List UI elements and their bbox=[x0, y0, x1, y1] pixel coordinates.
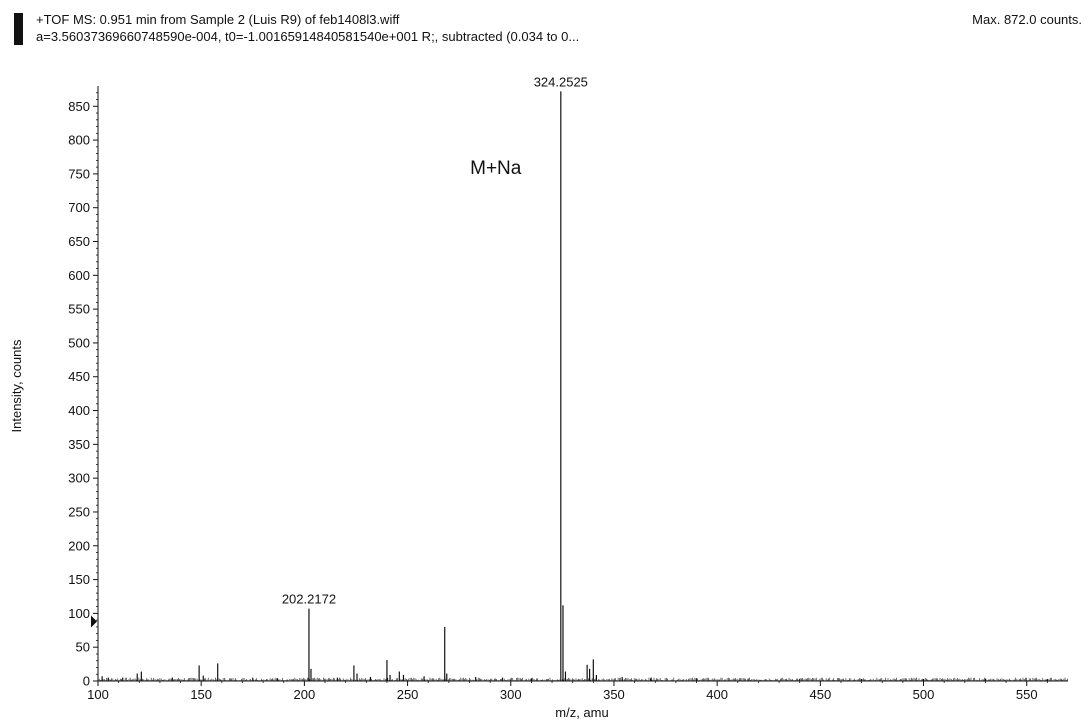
x-tick-label: 200 bbox=[294, 687, 316, 702]
y-tick-label: 450 bbox=[68, 369, 90, 384]
header-line-2: a=3.56037369660748590e-004, t0=-1.001659… bbox=[36, 29, 580, 44]
y-tick-label: 550 bbox=[68, 302, 90, 317]
max-counts-label: Max. 872.0 counts. bbox=[972, 12, 1082, 27]
x-tick-label: 150 bbox=[190, 687, 212, 702]
y-axis-marker bbox=[91, 615, 97, 628]
peak-labels: 324.2525 202.2172 M+Na bbox=[282, 74, 588, 606]
y-tick-label: 600 bbox=[68, 268, 90, 283]
y-tick-label: 250 bbox=[68, 504, 90, 519]
y-tick-label: 100 bbox=[68, 606, 90, 621]
annotation-label: M+Na bbox=[470, 158, 522, 179]
x-tick-label: 350 bbox=[603, 687, 625, 702]
y-tick-label: 800 bbox=[68, 133, 90, 148]
y-tick-label: 650 bbox=[68, 234, 90, 249]
x-tick-label: 100 bbox=[87, 687, 109, 702]
x-tick-label: 500 bbox=[913, 687, 935, 702]
header-marker bbox=[14, 13, 23, 45]
x-tick-label: 400 bbox=[706, 687, 728, 702]
y-tick-label: 300 bbox=[68, 471, 90, 486]
y-axis-label: Intensity, counts bbox=[9, 339, 24, 432]
y-tick-label: 0 bbox=[83, 674, 90, 689]
y-axis: 0 50 100 150 200 250 300 350 400 450 500 550 600 650 7… bbox=[68, 86, 99, 689]
y-tick-label: 50 bbox=[76, 640, 90, 655]
peak-label: 324.2525 bbox=[534, 74, 588, 89]
x-axis: 100 150 200 250 300 350 400 450 500 550 bbox=[87, 680, 1068, 702]
y-tick-label: 700 bbox=[68, 200, 90, 215]
y-tick-label: 200 bbox=[68, 538, 90, 553]
x-tick-label: 300 bbox=[500, 687, 522, 702]
y-tick-label: 400 bbox=[68, 403, 90, 418]
y-tick-label: 150 bbox=[68, 572, 90, 587]
y-tick-label: 750 bbox=[68, 166, 90, 181]
x-tick-label: 550 bbox=[1016, 687, 1038, 702]
peak-label: 202.2172 bbox=[282, 592, 336, 607]
baseline-noise bbox=[97, 677, 1068, 681]
noise-path bbox=[97, 677, 1068, 681]
x-axis-label: m/z, amu bbox=[555, 705, 608, 720]
x-tick-label: 250 bbox=[397, 687, 419, 702]
x-tick-label: 450 bbox=[809, 687, 831, 702]
y-tick-label: 500 bbox=[68, 335, 90, 350]
y-tick-label: 350 bbox=[68, 437, 90, 452]
header-line-1: +TOF MS: 0.951 min from Sample 2 (Luis R… bbox=[36, 12, 400, 27]
peaks bbox=[101, 91, 1048, 681]
y-tick-label: 850 bbox=[68, 99, 90, 114]
